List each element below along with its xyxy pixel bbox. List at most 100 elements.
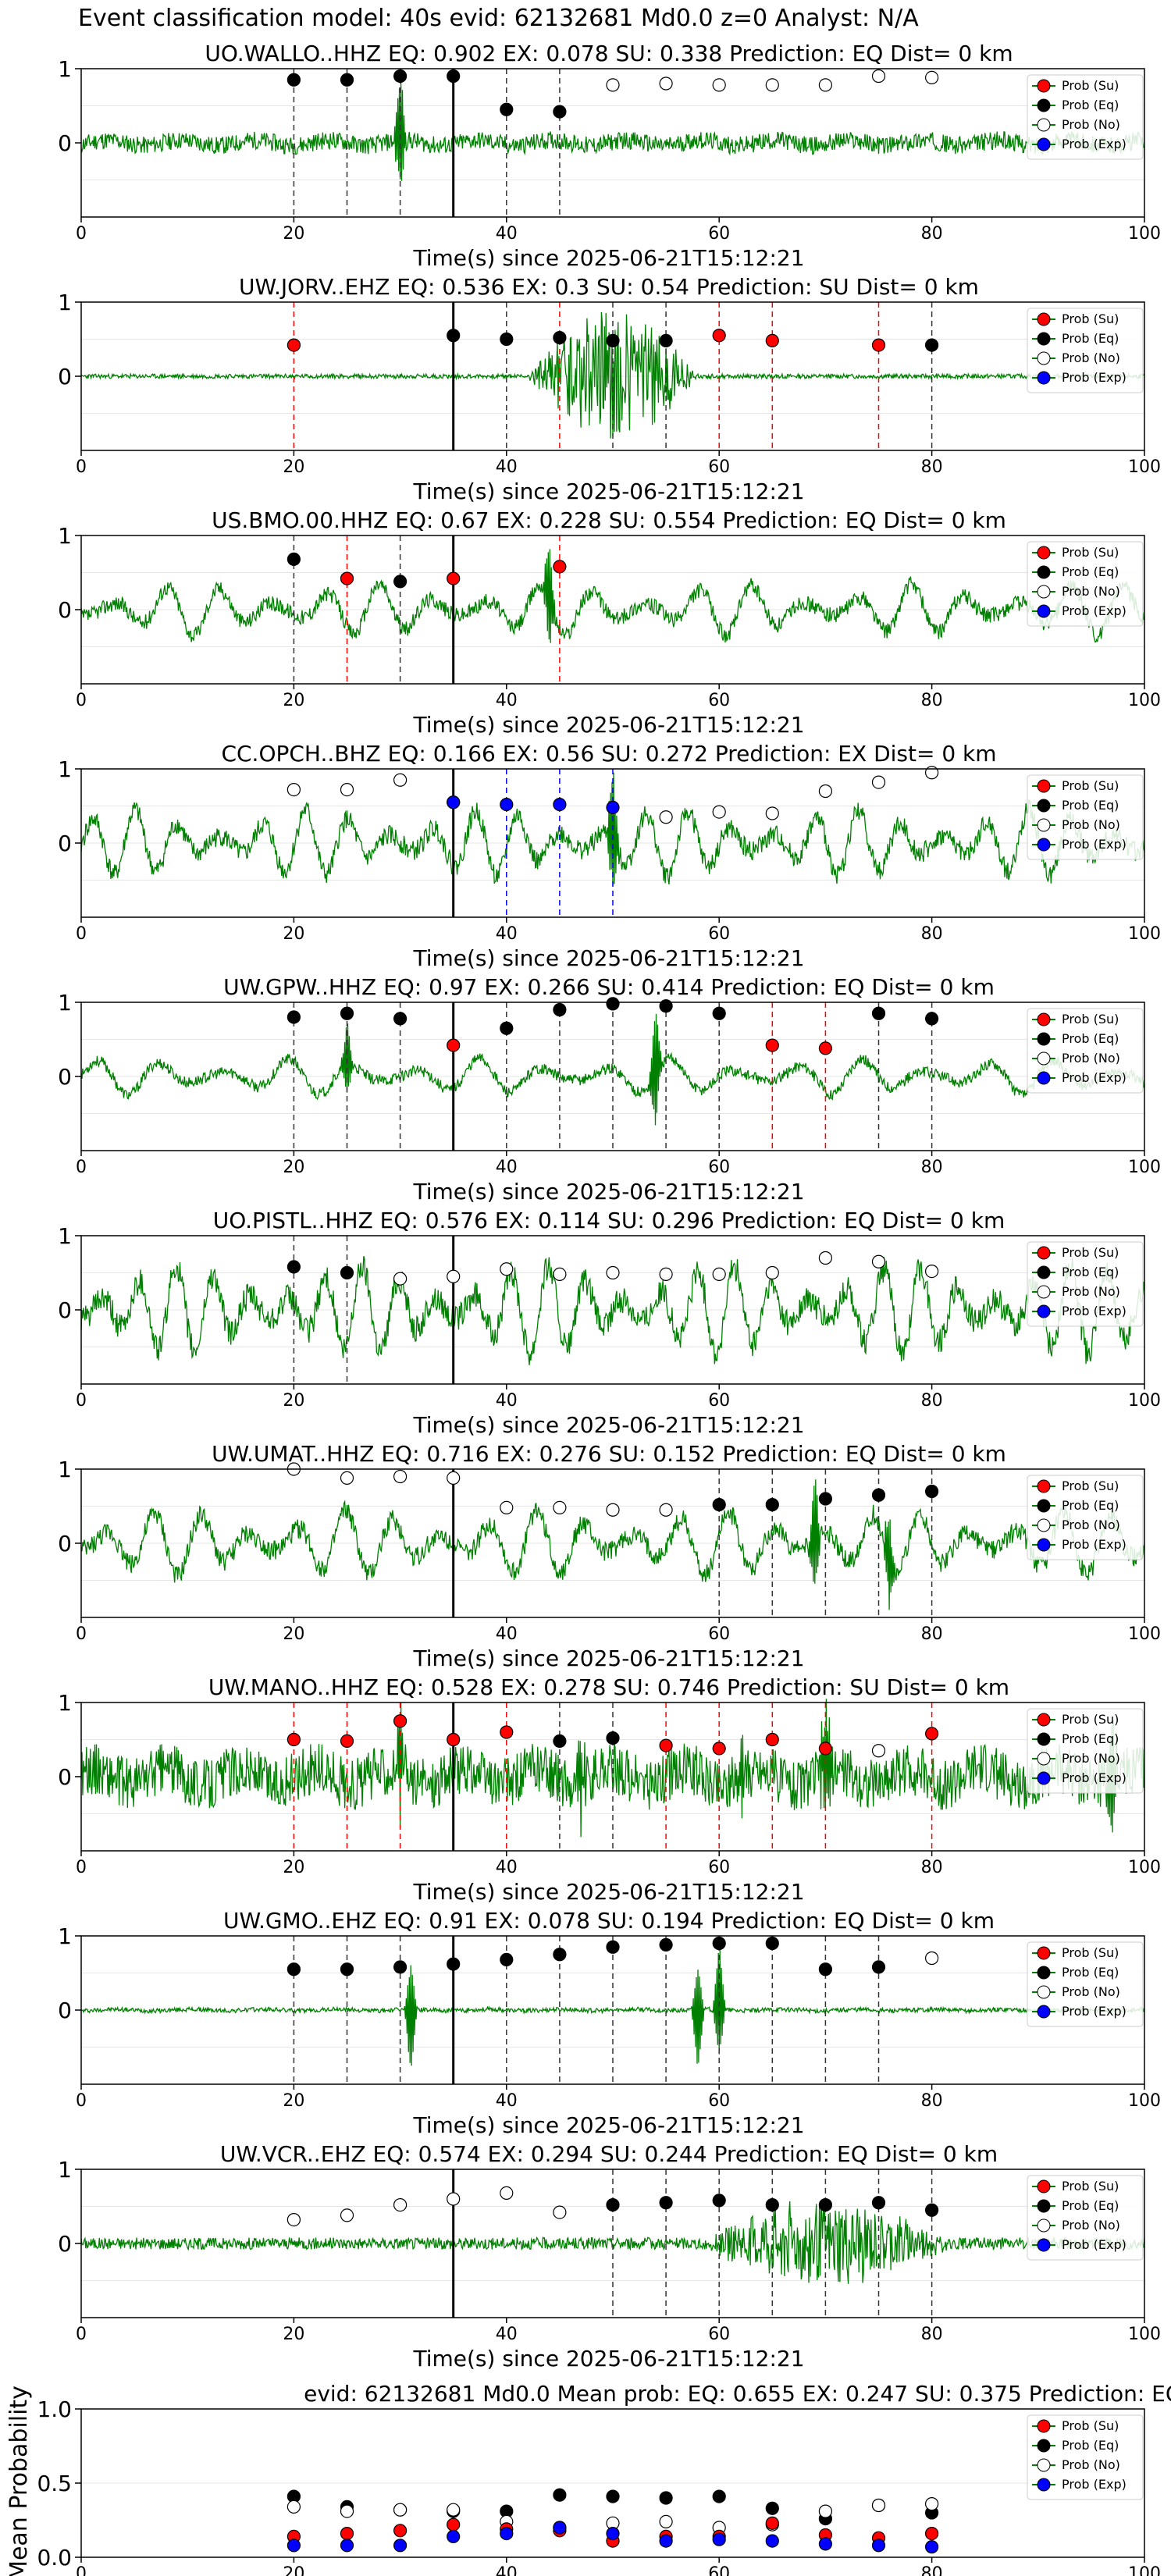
prob-point-su [765,1732,779,1747]
prob-point-exp [606,2527,620,2541]
y-tick-label: 0 [58,1064,72,1090]
legend-label: Prob (No) [1062,1984,1120,1999]
prob-point-no [871,1254,886,1268]
prob-point-eq [871,2196,886,2210]
x-tick-label: 100 [1128,457,1161,477]
prob-point-eq [712,2194,726,2208]
waveform-trace [80,2201,1145,2284]
x-tick-label: 100 [1128,1858,1161,1877]
prob-point-no [447,2503,461,2517]
prob-point-su [659,1738,673,1752]
panel-title: UW.UMAT..HHZ EQ: 0.716 EX: 0.276 SU: 0.1… [212,1441,1006,1467]
x-tick-label: 20 [283,924,304,944]
legend-marker [1037,1304,1051,1318]
x-tick-label: 40 [496,924,518,944]
legend-marker [1037,1732,1051,1746]
x-tick-label: 60 [708,457,730,477]
prob-point-no [606,1265,620,1280]
prob-point-no [340,2504,354,2518]
legend-marker [1037,118,1051,132]
legend-label: Prob (No) [1062,350,1120,365]
x-tick-label: 40 [496,1158,518,1177]
station-panel: UO.PISTL..HHZ EQ: 0.576 EX: 0.114 SU: 0.… [58,1208,1161,1438]
x-axis-label: Time(s) since 2025-06-21T15:12:21 [412,2112,804,2138]
legend-label: Prob (No) [1062,584,1120,599]
legend-label: Prob (Exp) [1062,2004,1127,2019]
prob-point-su [553,560,567,574]
legend-box [1027,74,1144,160]
x-tick-label: 0 [76,1158,87,1177]
prob-point-eq [606,2198,620,2212]
x-tick-label: 60 [708,2091,730,2111]
prob-point-eq [712,2489,726,2503]
prob-point-eq [447,69,461,84]
prob-point-eq [871,1488,886,1502]
prob-point-exp [606,800,620,815]
legend-label: Prob (Eq) [1062,1965,1119,1980]
prob-point-su [924,2527,939,2541]
prob-point-no [712,1267,726,1282]
legend-label: Prob (Su) [1062,311,1119,326]
prob-point-eq [765,1497,779,1512]
x-tick-label: 100 [1128,1624,1161,1644]
legend-marker [1037,351,1051,365]
x-axis-label: Time(s) since 2025-06-21T15:12:21 [412,1879,804,1905]
prob-point-exp [447,795,461,809]
legend-label: Prob (Su) [1062,1245,1119,1260]
prob-point-eq [553,105,567,119]
prob-point-eq [606,997,620,1011]
y-tick-label: 0 [58,1998,72,2023]
legend-marker [1037,779,1051,793]
x-axis-label: Time(s) since 2025-06-21T15:12:21 [412,1412,804,1438]
legend-marker [1037,1966,1051,1980]
prob-point-eq [553,1734,567,1748]
x-tick-label: 0 [76,224,87,244]
legend-label: Prob (No) [1062,1751,1120,1766]
prob-point-eq [765,1936,779,1951]
mean-panel: evid: 62132681 Md0.0 Mean prob: EQ: 0.65… [5,2381,1171,2576]
prob-point-eq [606,1940,620,1954]
legend-label: Prob (Eq) [1062,564,1119,579]
prob-point-no [606,78,620,92]
prob-point-eq [659,999,673,1013]
y-tick-label: 1 [58,1457,72,1482]
x-tick-label: 20 [283,691,304,710]
x-tick-label: 100 [1128,924,1161,944]
prob-point-eq [765,2198,779,2212]
waveform-trace [80,81,1145,181]
y-tick-label: 1 [58,56,72,82]
legend-marker [1037,371,1051,385]
panel-title: UW.MANO..HHZ EQ: 0.528 EX: 0.278 SU: 0.7… [208,1674,1009,1700]
legend-label: Prob (Exp) [1062,1070,1127,1085]
legend-marker [1037,546,1051,560]
legend-label: Prob (Su) [1062,1012,1119,1026]
x-tick-label: 40 [496,1391,518,1411]
prob-point-eq [659,1937,673,1952]
prob-point-eq [287,1010,301,1024]
prob-point-no [818,784,833,799]
prob-point-su [340,571,354,585]
panel-title: CC.OPCH..BHZ EQ: 0.166 EX: 0.56 SU: 0.27… [221,741,996,767]
station-panel: UO.WALLO..HHZ EQ: 0.902 EX: 0.078 SU: 0.… [58,41,1161,271]
x-axis-label: Time(s) since 2025-06-21T15:12:21 [412,1179,804,1204]
y-tick-label: 0 [58,2231,72,2257]
prob-point-su [287,338,301,352]
prob-point-exp [553,797,567,812]
prob-point-no [924,766,939,780]
legend-box [1027,2414,1144,2500]
prob-point-eq [871,1006,886,1020]
legend-label: Prob (Eq) [1062,798,1119,813]
prob-point-eq [340,1006,354,1020]
prob-point-eq [659,2491,673,2505]
legend-label: Prob (Exp) [1062,2477,1127,2492]
prob-point-su [340,2527,354,2541]
prob-point-no [924,1264,939,1279]
legend-label: Prob (Exp) [1062,2237,1127,2252]
y-tick-label: 1 [58,1923,72,1949]
prob-point-exp [818,2537,833,2551]
legend-label: Prob (Su) [1062,778,1119,793]
x-axis-label: Time(s) since 2025-06-21T15:12:21 [412,945,804,971]
x-tick-label: 60 [708,2325,730,2344]
prob-point-eq [287,1962,301,1976]
